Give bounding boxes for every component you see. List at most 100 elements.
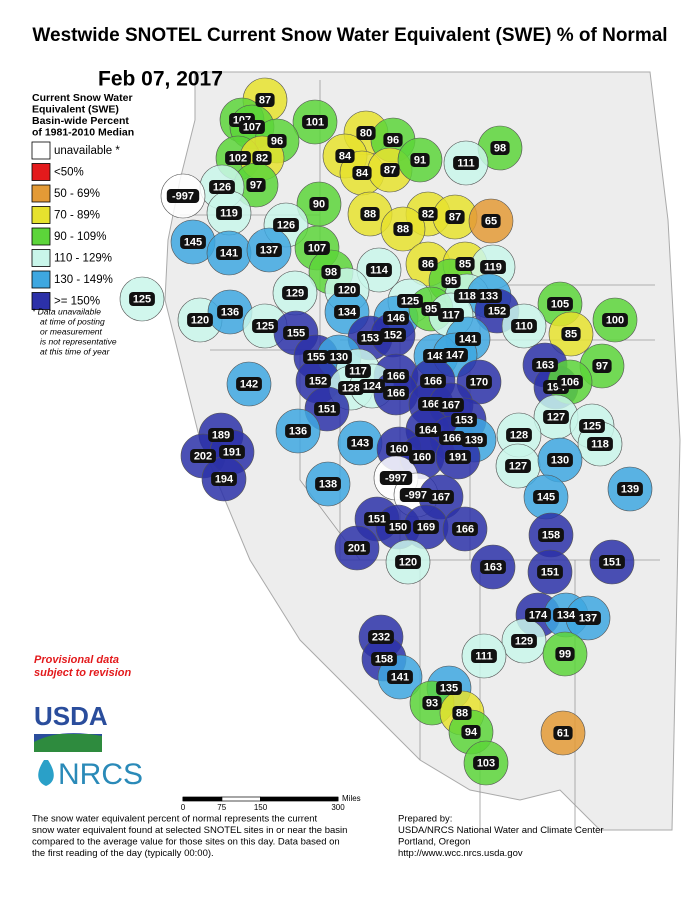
basin-label-box (255, 93, 275, 107)
basin-label-box (216, 206, 242, 220)
basin-label: 163 (536, 359, 554, 371)
legend-swatch (31, 141, 51, 160)
basin-label-box (422, 696, 442, 710)
basin-label: 95 (445, 275, 457, 287)
basin-label: 86 (422, 258, 434, 270)
basin-label: 65 (485, 215, 497, 227)
basin-label-box (547, 297, 573, 311)
basin-label: 136 (221, 306, 239, 318)
basin-label-box (525, 608, 551, 622)
basin-label-box (418, 207, 438, 221)
legend-title: of 1981-2010 Median (32, 126, 134, 138)
basin-label-box (334, 305, 360, 319)
basin-label-box (236, 377, 262, 391)
basin-label-box (453, 156, 479, 170)
basin-label: 138 (319, 478, 337, 490)
basin-label: 120 (191, 314, 209, 326)
basin-label: 158 (375, 653, 393, 665)
legend-footnote: at this time of year (40, 346, 111, 356)
basin-label: 96 (271, 135, 283, 147)
basin-label: 174 (529, 609, 548, 621)
basin-label: 153 (455, 414, 473, 426)
basin-label: 118 (458, 290, 476, 302)
basin-label-box (532, 358, 558, 372)
basin-label: 134 (557, 609, 576, 621)
legend-label: 50 - 69% (54, 188, 100, 200)
footer-credit: Prepared by: (398, 814, 452, 825)
basin-label: 130 (330, 351, 348, 363)
basin-label-box (326, 350, 352, 364)
basin-label-box (315, 477, 341, 491)
basin-label-box (359, 379, 385, 393)
basin-label-box (466, 375, 492, 389)
legend-footnote: at time of posting (40, 316, 105, 326)
scale-segment (182, 796, 223, 802)
footer-note: compared to the average value for those … (32, 837, 340, 848)
basin-label-box (473, 756, 499, 770)
usda-text: USDA (34, 701, 108, 731)
legend-label: >= 150% (54, 296, 100, 308)
basin-label-box (445, 210, 465, 224)
basin-label: 98 (325, 266, 337, 278)
basin-label-box (364, 512, 390, 526)
basin-label: 129 (286, 287, 304, 299)
basin-label-box (393, 222, 413, 236)
basin-label: 110 (515, 320, 533, 332)
basin-label: 150 (389, 521, 407, 533)
basin-label-box (180, 235, 206, 249)
basin-label: 103 (477, 757, 495, 769)
basin-label: 88 (364, 208, 376, 220)
basin-label: 84 (356, 167, 369, 179)
basin-label-box (283, 326, 309, 340)
basin-label-box (383, 133, 403, 147)
basin-label-box (617, 482, 643, 496)
basin-label-box (441, 274, 461, 288)
basin-label: 96 (387, 134, 399, 146)
basin-label: 87 (384, 164, 396, 176)
basin-label: 142 (240, 378, 258, 390)
basin-label: 85 (565, 328, 577, 340)
basin-label-box (511, 634, 537, 648)
map-title: Westwide SNOTEL Current Snow Water Equiv… (32, 25, 667, 46)
basin-label-box (547, 453, 573, 467)
basin-label: 155 (287, 327, 305, 339)
legend-label: <50% (54, 167, 84, 179)
basin-label: 146 (387, 312, 405, 324)
basin-label: 152 (488, 305, 506, 317)
basin-label-box (239, 120, 265, 134)
basin-label-box (166, 189, 200, 203)
scale-tick-label: 75 (217, 803, 226, 812)
basin-label: 194 (215, 473, 234, 485)
basin-label: 191 (449, 451, 467, 463)
basin-label: 100 (606, 314, 624, 326)
basin-label-box (461, 725, 481, 739)
basin-label-box (505, 459, 531, 473)
legend-footnote: is not representative (40, 336, 117, 346)
basin-label-box (561, 327, 581, 341)
scale-segment (260, 796, 339, 802)
usda-logo: USDA NRCS (34, 701, 143, 791)
basin-label-box (314, 402, 340, 416)
legend-footnote: * Data unavailable (32, 306, 101, 316)
basin-label: 191 (223, 446, 241, 458)
basin-label: 80 (360, 127, 372, 139)
basin-label-box (438, 308, 464, 322)
basin-label-box (555, 647, 575, 661)
basin-label-box (267, 134, 287, 148)
basin-label-box (357, 331, 383, 345)
basin-label: 139 (621, 483, 639, 495)
basin-label: 141 (391, 671, 409, 683)
basin-label: 111 (457, 157, 474, 169)
basin-label-box (208, 428, 234, 442)
basin-label: 61 (557, 727, 569, 739)
basin-label: 117 (349, 365, 367, 377)
basin-label: 97 (596, 360, 608, 372)
legend-title: Basin-wide Percent (32, 115, 129, 127)
basin-label-box (347, 436, 373, 450)
basin-label-box (418, 397, 444, 411)
basin-label: 134 (338, 306, 357, 318)
footer-credit: USDA/NRCS National Water and Climate Cen… (398, 825, 604, 836)
